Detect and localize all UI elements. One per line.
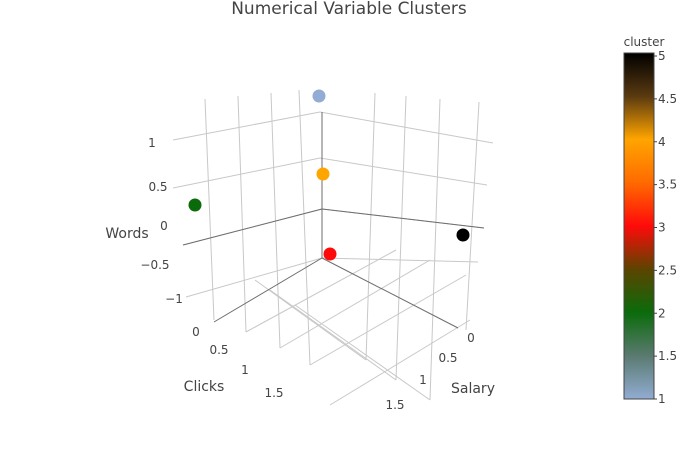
colorbar-tick-label: 4 — [658, 135, 666, 149]
colorbar-tick-label: 3.5 — [658, 178, 677, 192]
colorbar-tick-label: 2 — [658, 306, 666, 320]
colorbar-gradient — [623, 52, 655, 400]
point-cluster-4[interactable] — [316, 167, 330, 181]
clicks-tick-label: 1.5 — [264, 386, 283, 400]
words-tick-label: −0.5 — [140, 258, 169, 272]
colorbar-title: cluster — [624, 35, 665, 49]
salary-tick-label: 0.5 — [438, 351, 457, 365]
colorbar: cluster 5 4.5 4 3.5 3 2.5 2 1.5 1 — [623, 35, 677, 406]
words-tick-label: 0 — [160, 219, 168, 233]
point-cluster-3[interactable] — [323, 247, 337, 261]
chart-title: Numerical Variable Clusters — [231, 0, 467, 19]
salary-tick-label: 1 — [419, 373, 427, 387]
salary-axis-ticks: 0 0.5 1 1.5 — [385, 331, 474, 412]
words-tick-label: 1 — [148, 136, 156, 150]
colorbar-tick-label: 2.5 — [658, 263, 677, 277]
point-cluster-2[interactable] — [188, 198, 202, 212]
data-points — [188, 89, 470, 261]
words-tick-label: 0.5 — [148, 180, 167, 194]
salary-tick-label: 0 — [467, 331, 475, 345]
colorbar-tick-label: 1 — [658, 392, 666, 406]
clicks-axis-title: Clicks — [184, 379, 225, 395]
3d-axes-lines — [182, 112, 485, 329]
clicks-tick-label: 0 — [192, 325, 200, 339]
words-tick-label: −1 — [165, 292, 183, 306]
words-axis-ticks: 1 0.5 0 −0.5 −1 — [140, 136, 182, 306]
point-cluster-1[interactable] — [312, 89, 326, 103]
colorbar-tick-label: 1.5 — [658, 349, 677, 363]
clicks-tick-label: 0.5 — [209, 343, 228, 357]
colorbar-tick-label: 3 — [658, 221, 666, 235]
point-cluster-5[interactable] — [456, 228, 470, 242]
colorbar-tick-label: 5 — [658, 49, 666, 63]
words-axis-title: Words — [105, 226, 148, 242]
clicks-axis-ticks: 0 0.5 1 1.5 — [192, 325, 283, 400]
salary-tick-label: 1.5 — [385, 398, 404, 412]
salary-axis-title: Salary — [451, 381, 495, 397]
clicks-tick-label: 1 — [241, 363, 249, 377]
colorbar-tick-label: 4.5 — [658, 92, 677, 106]
